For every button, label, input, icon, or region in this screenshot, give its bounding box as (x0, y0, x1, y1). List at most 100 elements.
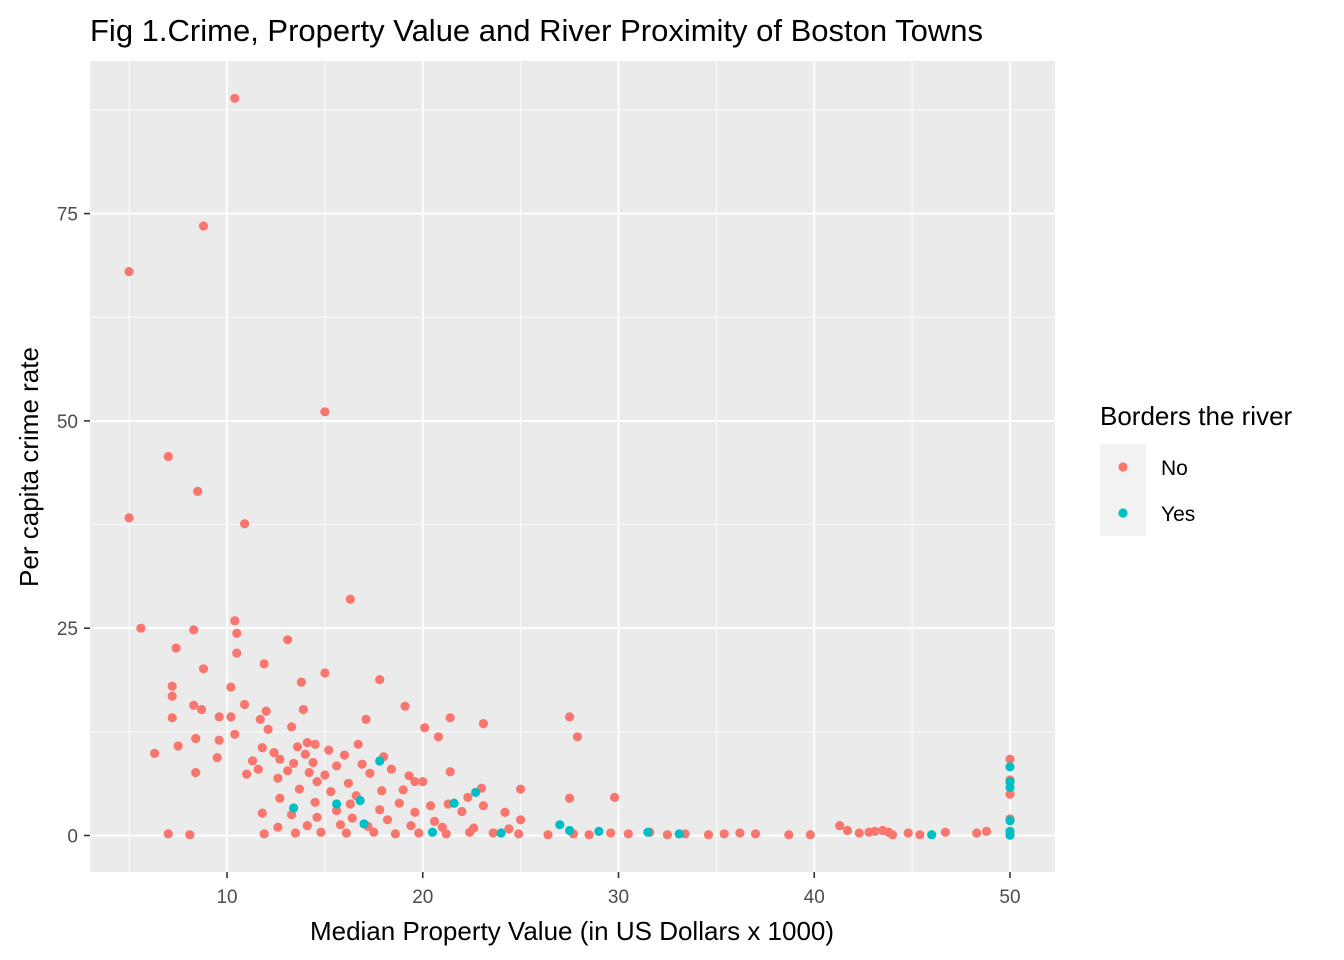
data-point-no (232, 648, 242, 658)
data-point-no (198, 664, 209, 674)
data-point-no (377, 786, 387, 796)
data-point-no (320, 770, 330, 780)
data-point-no (257, 743, 267, 753)
data-point-no (445, 713, 455, 723)
data-point-no (445, 767, 455, 777)
y-axis-ticks: 0 25 50 75 (57, 205, 90, 848)
data-point-no (324, 745, 334, 755)
data-point-no (915, 830, 925, 840)
data-point-no (302, 821, 312, 831)
data-point-no (441, 829, 451, 839)
plot-panel (90, 61, 1055, 872)
data-point-no (289, 758, 299, 769)
data-point-no (940, 827, 951, 837)
data-point-yes (375, 756, 385, 766)
data-point-no (406, 821, 416, 831)
data-point-yes (594, 826, 604, 837)
grid-minor (90, 61, 1055, 872)
data-point-no (214, 712, 224, 722)
data-point-no (584, 830, 594, 840)
y-tick-label: 0 (67, 827, 78, 848)
data-point-no (255, 714, 265, 725)
data-point-no (312, 777, 322, 787)
data-point-no (273, 773, 283, 783)
data-point-no (465, 827, 475, 837)
data-point-no (193, 486, 203, 496)
data-point-no (357, 759, 367, 769)
data-point-no (386, 764, 396, 774)
data-point-no (124, 513, 134, 523)
data-point-no (191, 733, 201, 744)
data-point-no (320, 407, 330, 417)
data-point-yes (359, 819, 369, 829)
x-tick-label: 10 (216, 887, 237, 908)
data-point-yes (332, 799, 342, 809)
data-point-no (610, 792, 620, 803)
data-point-yes (449, 798, 459, 808)
data-point-no (283, 766, 293, 776)
x-tick-label: 40 (804, 887, 825, 908)
data-point-no (312, 812, 322, 822)
data-point-yes (496, 828, 506, 838)
data-point-no (226, 682, 236, 692)
x-tick-label: 30 (608, 887, 629, 908)
data-point-no (382, 815, 393, 825)
data-point-yes (289, 803, 299, 813)
data-point-yes (355, 795, 365, 806)
data-point-yes (471, 787, 481, 798)
data-point-no (842, 825, 853, 836)
data-point-no (478, 719, 488, 729)
data-point-no (198, 221, 209, 231)
data-point-no (320, 668, 330, 678)
plot-background (90, 61, 1055, 872)
data-point-no (400, 701, 410, 711)
data-point-no (488, 828, 498, 838)
data-point-no (369, 827, 379, 837)
data-point-no (316, 827, 326, 837)
data-point-no (259, 659, 269, 669)
x-tick-label: 20 (412, 887, 433, 908)
data-point-no (365, 768, 375, 778)
data-point-no (310, 739, 320, 749)
data-point-no (302, 738, 312, 748)
data-point-no (345, 799, 355, 809)
data-point-no (805, 830, 815, 840)
data-point-no (189, 700, 199, 710)
data-point-no (414, 828, 424, 838)
data-point-no (347, 813, 357, 823)
y-tick-label: 25 (57, 619, 78, 640)
data-point-no (375, 675, 385, 685)
data-point-no (735, 828, 745, 838)
data-point-no (887, 830, 898, 840)
data-point-no (167, 691, 177, 701)
data-point-no (247, 756, 258, 766)
data-point-no (870, 826, 880, 837)
data-point-no (310, 797, 320, 807)
data-point-yes (643, 827, 653, 837)
data-point-no (478, 801, 488, 811)
data-point-yes (565, 825, 575, 836)
data-point-no (332, 806, 342, 816)
data-point-no (191, 767, 201, 778)
data-point-no (500, 807, 510, 817)
data-point-no (345, 594, 355, 604)
data-point-yes (427, 827, 438, 837)
data-point-no (332, 761, 342, 771)
data-point-no (212, 753, 222, 763)
data-point-no (981, 826, 992, 837)
data-point-no (232, 628, 242, 638)
legend-key-no (1118, 462, 1128, 472)
data-point-no (835, 821, 845, 831)
data-point-no (516, 784, 526, 794)
data-point-no (353, 739, 363, 749)
data-point-no (361, 714, 371, 725)
data-point-no (269, 748, 279, 758)
data-point-no (565, 712, 575, 722)
x-axis-title: Median Property Value (in US Dollars x 1… (310, 916, 834, 946)
data-point-no (390, 829, 400, 839)
data-point-yes (1005, 762, 1015, 772)
chart-title: Fig 1.Crime, Property Value and River Pr… (90, 13, 983, 48)
data-point-no (429, 816, 440, 827)
data-point-no (504, 824, 514, 834)
data-point-no (163, 451, 173, 462)
